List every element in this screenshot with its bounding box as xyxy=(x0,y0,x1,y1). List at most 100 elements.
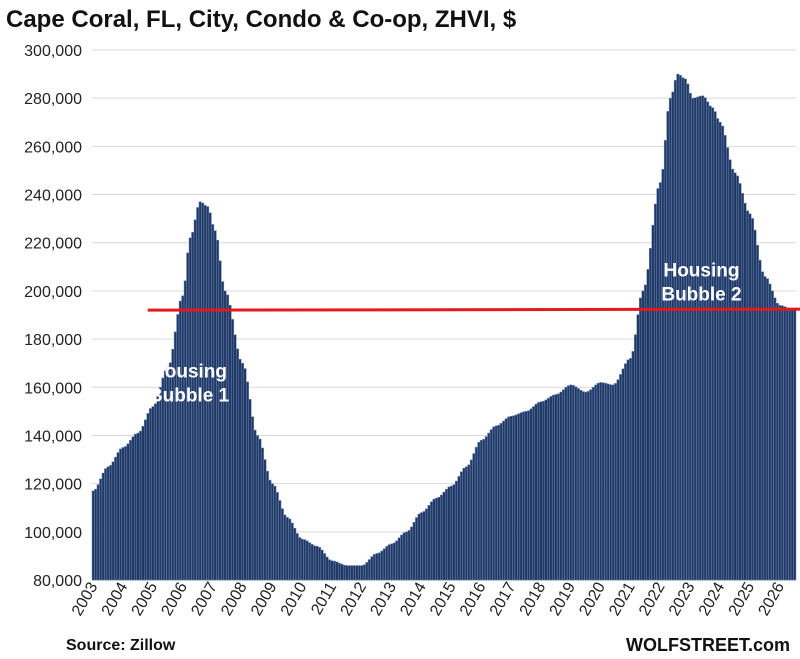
bar xyxy=(591,387,595,581)
bar xyxy=(778,305,782,581)
bar xyxy=(502,420,506,581)
bar xyxy=(733,172,737,581)
bar xyxy=(522,411,526,581)
x-tick-label: 2017 xyxy=(487,579,520,618)
x-tick-label: 2026 xyxy=(756,579,789,618)
bar xyxy=(634,334,638,581)
bar xyxy=(601,382,605,581)
bar xyxy=(415,517,419,581)
bar xyxy=(275,492,279,581)
bar xyxy=(661,169,665,581)
bar xyxy=(158,387,162,581)
bar xyxy=(678,75,682,581)
bar xyxy=(143,419,147,581)
bar xyxy=(726,147,730,581)
bar xyxy=(549,396,553,581)
bar xyxy=(231,319,235,581)
bar xyxy=(663,140,667,581)
bar xyxy=(743,202,747,581)
bar xyxy=(392,542,396,581)
bar xyxy=(708,105,712,581)
watermark: WOLFSTREET.com xyxy=(625,635,790,655)
bar xyxy=(477,441,481,581)
bar xyxy=(310,544,314,581)
bar xyxy=(380,550,384,581)
bar xyxy=(497,424,501,581)
bar xyxy=(731,168,735,581)
bar xyxy=(499,423,503,581)
bar xyxy=(721,125,725,581)
bar xyxy=(330,560,334,581)
bar xyxy=(474,446,478,581)
bar xyxy=(233,334,237,581)
bar xyxy=(178,300,182,581)
bar xyxy=(248,399,252,581)
bar xyxy=(442,491,446,581)
bar xyxy=(444,488,448,581)
bar xyxy=(736,175,740,581)
bar xyxy=(619,374,623,581)
bar xyxy=(106,466,110,581)
bar xyxy=(395,540,399,581)
y-tick-label: 260,000 xyxy=(24,139,82,156)
bar xyxy=(255,435,259,581)
bar xyxy=(768,283,772,581)
bar xyxy=(148,408,152,581)
bar xyxy=(589,389,593,581)
bar xyxy=(566,385,570,581)
bar xyxy=(243,368,247,581)
annotation-text: Housing xyxy=(663,260,739,281)
bar xyxy=(221,281,225,581)
bar xyxy=(556,393,560,581)
x-tick-label: 2019 xyxy=(547,579,580,618)
bar xyxy=(644,284,647,581)
bar xyxy=(673,80,677,581)
bar xyxy=(586,391,590,581)
bar xyxy=(452,484,456,581)
bar xyxy=(775,302,779,581)
y-tick-label: 280,000 xyxy=(24,91,82,108)
bar xyxy=(668,97,672,581)
bar xyxy=(529,408,533,581)
bar xyxy=(773,297,777,581)
bar xyxy=(765,278,769,581)
bar xyxy=(114,456,118,581)
bar xyxy=(469,459,473,581)
bar xyxy=(161,377,165,581)
bar xyxy=(728,159,732,581)
bar xyxy=(186,252,190,581)
bar xyxy=(226,294,230,581)
bar xyxy=(671,91,675,581)
bar xyxy=(457,476,461,581)
bar xyxy=(716,118,720,581)
bar xyxy=(437,496,441,581)
bar xyxy=(238,358,242,581)
bars xyxy=(91,73,797,581)
bar xyxy=(609,384,613,581)
x-tick-label: 2014 xyxy=(397,579,430,618)
bar xyxy=(260,447,264,581)
chart-title: Cape Coral, FL, City, Condo & Co-op, ZHV… xyxy=(6,6,517,33)
y-tick-label: 200,000 xyxy=(24,284,82,301)
bar xyxy=(763,276,767,581)
bar xyxy=(487,432,491,581)
bar xyxy=(171,349,175,581)
bar xyxy=(641,290,645,581)
bar xyxy=(688,92,692,581)
bar xyxy=(793,309,797,581)
bar xyxy=(360,565,364,581)
x-tick-label: 2006 xyxy=(158,579,191,618)
bar xyxy=(241,362,244,581)
bar xyxy=(509,415,513,581)
bar xyxy=(760,271,764,581)
bar xyxy=(407,530,411,581)
bar xyxy=(300,538,304,581)
bar xyxy=(104,468,108,581)
bar xyxy=(698,95,702,581)
bar xyxy=(101,472,105,581)
bar xyxy=(146,413,150,581)
y-tick-label: 120,000 xyxy=(24,477,82,494)
bar xyxy=(370,556,374,581)
bar xyxy=(629,358,633,581)
